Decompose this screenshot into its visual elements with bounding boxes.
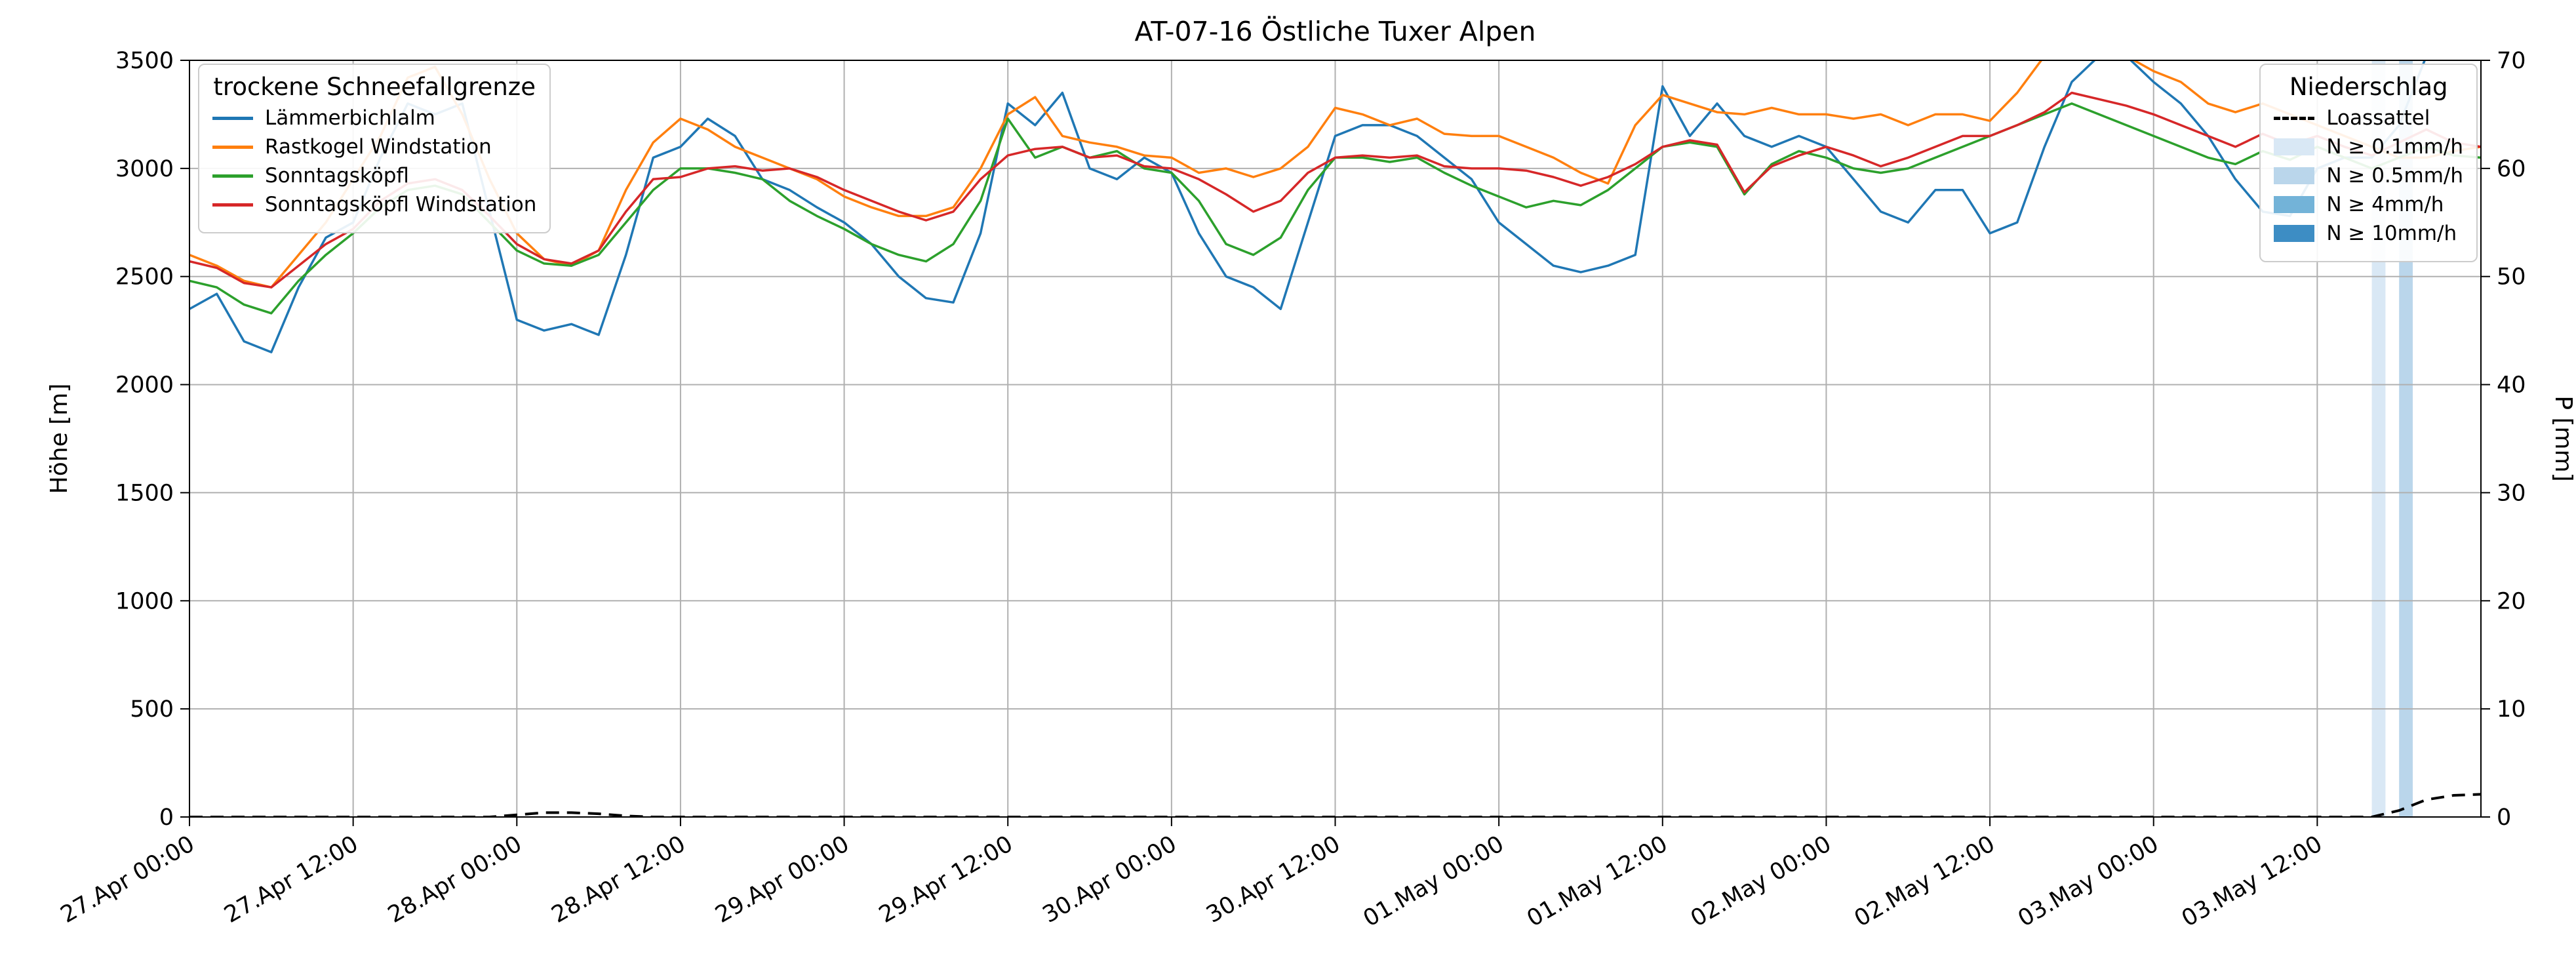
series-lines <box>189 60 2481 817</box>
x-tick-label: 28.Apr 00:00 <box>384 831 526 928</box>
line-swatch-sonntagskoepfl-icon <box>212 174 253 178</box>
y-left-tick-label: 1500 <box>115 480 174 506</box>
precip-patch-10-icon <box>2274 225 2315 242</box>
legend-schneefallgrenze: trockene Schneefallgrenze Lämmerbichlalm… <box>198 64 551 233</box>
legend-label-sonntagskoepfl-windstation: Sonntagsköpfl Windstation <box>265 193 537 216</box>
x-tick-label: 01.May 12:00 <box>1522 831 1672 932</box>
x-tick-label: 02.May 12:00 <box>1850 831 2000 932</box>
x-tick-label: 01.May 00:00 <box>1359 831 1509 932</box>
legend-label-precip-4: N ≥ 4mm/h <box>2326 193 2444 216</box>
legend-label-laemmerbichlalm: Lämmerbichlalm <box>265 106 435 130</box>
dashed-line-swatch-icon <box>2274 116 2315 120</box>
legend-item-precip-01: N ≥ 0.1mm/h <box>2274 135 2463 159</box>
precip-patch-01-icon <box>2274 138 2315 155</box>
legend-item-precip-05: N ≥ 0.5mm/h <box>2274 164 2463 188</box>
plot-border <box>189 60 2482 818</box>
y-left-tick-label: 1000 <box>115 588 174 614</box>
line-swatch-rastkogel-icon <box>212 145 253 149</box>
x-tick-label: 30.Apr 00:00 <box>1039 831 1181 928</box>
legend-niederschlag-title: Niederschlag <box>2289 73 2448 101</box>
legend-label-precip-05: N ≥ 0.5mm/h <box>2326 164 2463 188</box>
y-left-tick-label: 3000 <box>115 156 174 182</box>
y-axis-label-left: Höhe [m] <box>46 384 73 494</box>
y-axis-label-right: P [mm] <box>2550 395 2576 481</box>
legend-label-rastkogel-windstation: Rastkogel Windstation <box>265 135 492 159</box>
legend-item-laemmerbichlalm: Lämmerbichlalm <box>212 106 536 130</box>
y-left-tick-label: 3500 <box>115 48 174 74</box>
loassattel-dashed-line <box>189 793 2481 817</box>
line-swatch-sonntagskoepfl-windstation-icon <box>212 203 253 207</box>
series-line-3 <box>189 91 2481 289</box>
y-right-tick-label: 30 <box>2497 480 2526 506</box>
x-tick-label: 27.Apr 00:00 <box>56 831 199 928</box>
legend-item-sonntagskoepfl: Sonntagsköpfl <box>212 164 536 188</box>
y-left-tick-label: 0 <box>159 805 174 831</box>
y-left-tick-label: 2000 <box>115 372 174 399</box>
legend-item-rastkogel-windstation: Rastkogel Windstation <box>212 135 536 159</box>
figure-text: AT-07-16 Östliche Tuxer Alpen Höhe [m] P [… <box>46 16 2576 494</box>
legend-label-sonntagskoepfl: Sonntagsköpfl <box>265 164 409 188</box>
y-right-tick-label: 70 <box>2497 48 2526 74</box>
y-right-tick-label: 0 <box>2497 805 2511 831</box>
precip-patch-4-icon <box>2274 196 2315 213</box>
legend-item-sonntagskoepfl-windstation: Sonntagsköpfl Windstation <box>212 193 536 216</box>
y-right-tick-label: 40 <box>2497 372 2526 399</box>
x-tick-label: 03.May 12:00 <box>2177 831 2327 932</box>
x-tick-label: 30.Apr 12:00 <box>1202 831 1345 928</box>
y-right-tick-label: 10 <box>2497 696 2526 723</box>
y-right-tick-label: 60 <box>2497 156 2526 182</box>
y-right-tick-label: 20 <box>2497 588 2526 614</box>
legend-label-precip-10: N ≥ 10mm/h <box>2326 222 2457 245</box>
legend-label-loassattel: Loassattel <box>2326 106 2430 130</box>
x-tick-label: 29.Apr 12:00 <box>875 831 1018 928</box>
chart-title: AT-07-16 Östliche Tuxer Alpen <box>1135 16 1536 47</box>
x-tick-label: 03.May 00:00 <box>2013 831 2163 932</box>
x-tick-label: 28.Apr 12:00 <box>547 831 690 928</box>
y-left-tick-label: 2500 <box>115 264 174 290</box>
legend-item-precip-10: N ≥ 10mm/h <box>2274 222 2463 245</box>
legend-label-precip-01: N ≥ 0.1mm/h <box>2326 135 2463 159</box>
x-tick-label: 27.Apr 12:00 <box>220 831 363 928</box>
series-line-0 <box>189 60 2427 353</box>
y-right-tick-label: 50 <box>2497 264 2526 290</box>
precip-patch-05-icon <box>2274 167 2315 184</box>
legend-schneefallgrenze-title: trockene Schneefallgrenze <box>213 73 536 101</box>
legend-niederschlag: Niederschlag Loassattel N ≥ 0.1mm/h N ≥ … <box>2259 64 2478 262</box>
y-left-tick-label: 500 <box>130 696 174 723</box>
legend-item-precip-4: N ≥ 4mm/h <box>2274 193 2463 216</box>
x-tick-label: 29.Apr 00:00 <box>711 831 854 928</box>
x-tick-label: 02.May 00:00 <box>1686 831 1836 932</box>
line-swatch-laemmerbichlalm-icon <box>212 116 253 120</box>
legend-item-loassattel: Loassattel <box>2274 106 2463 130</box>
